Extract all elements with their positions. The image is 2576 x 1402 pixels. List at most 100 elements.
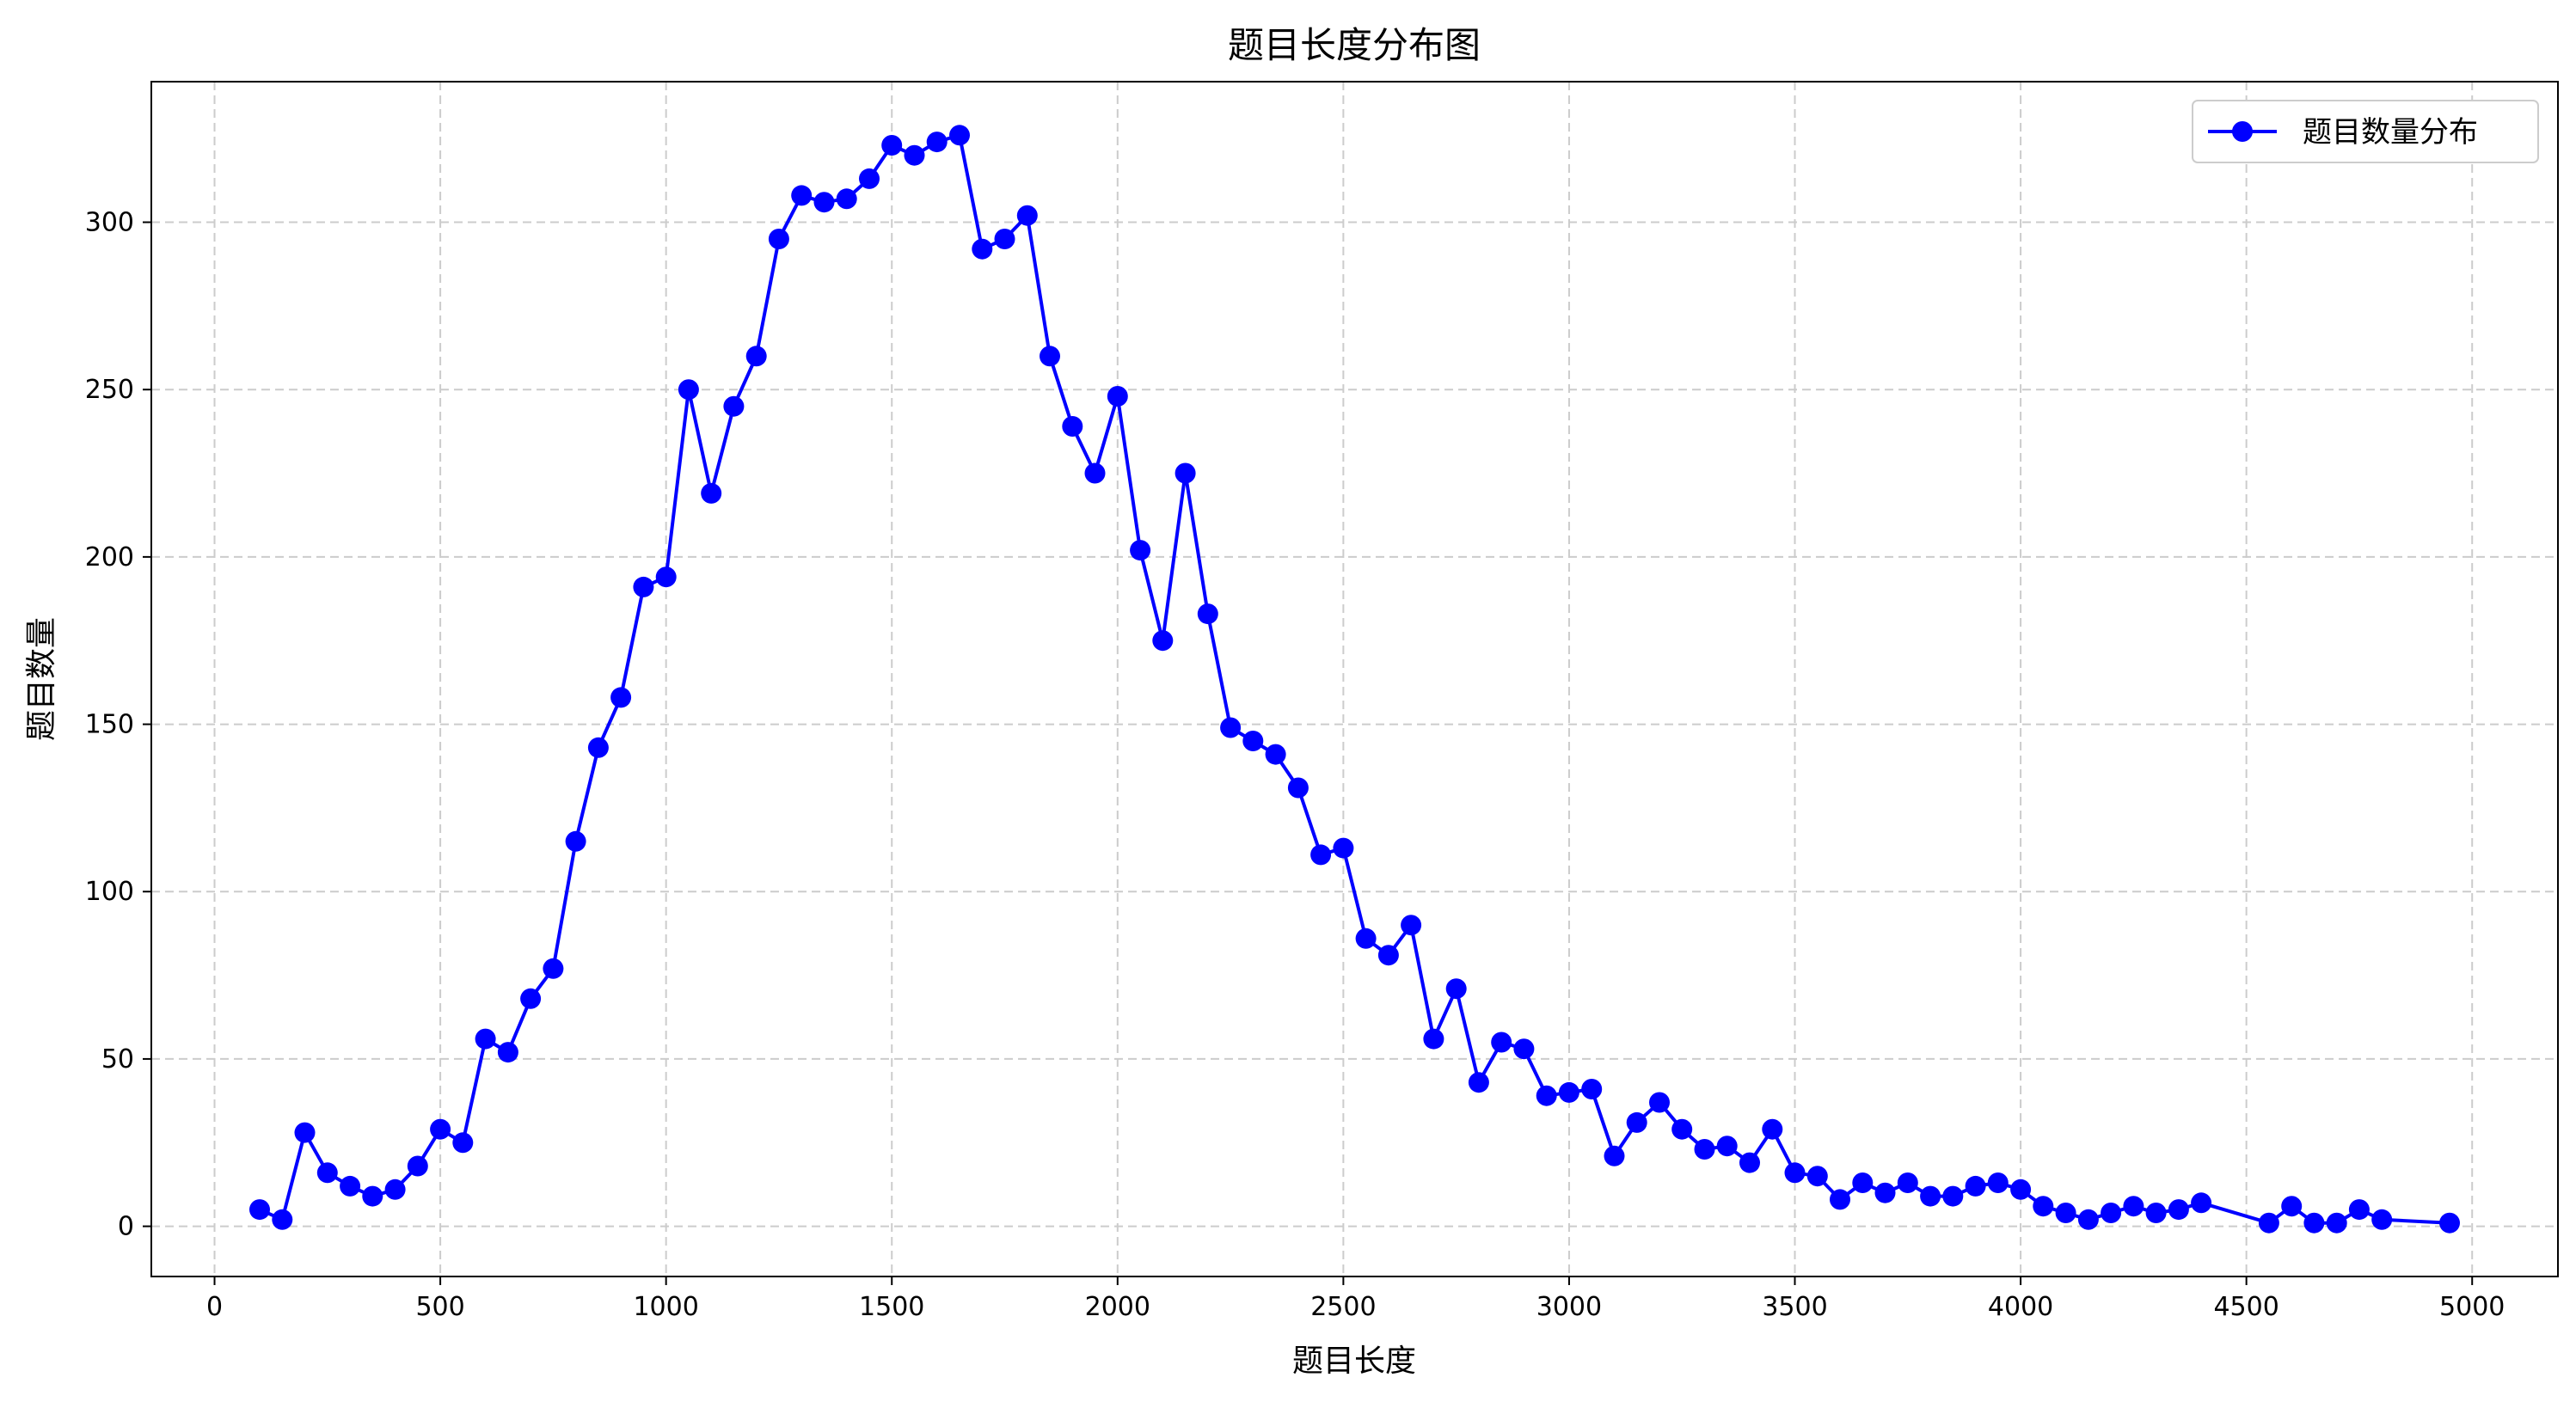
- data-point: [1604, 1145, 1625, 1166]
- data-point: [2371, 1209, 2393, 1230]
- y-tick-label: 150: [85, 710, 134, 740]
- data-point: [1287, 777, 1309, 799]
- x-tick-label: 4500: [2213, 1292, 2279, 1322]
- x-tick-label: 0: [206, 1292, 223, 1322]
- legend-box: [2192, 100, 2539, 163]
- data-point: [249, 1199, 270, 1221]
- data-point: [1784, 1162, 1806, 1184]
- y-tick-label: 50: [101, 1044, 134, 1074]
- data-point: [1830, 1189, 1850, 1210]
- data-point: [1739, 1152, 1760, 1173]
- x-axis: 0 500 1000 1500 2000 2500 3000 3500 4000 4500 5000: [206, 1276, 2505, 1322]
- data-point: [2191, 1192, 2212, 1214]
- data-point: [2258, 1212, 2279, 1234]
- data-point: [904, 144, 925, 166]
- data-point: [1040, 346, 1060, 367]
- legend-marker-swatch: [2232, 121, 2253, 142]
- x-tick-label: 500: [415, 1292, 464, 1322]
- data-point: [1468, 1072, 1489, 1093]
- data-point: [633, 576, 654, 597]
- y-tick-label: 200: [85, 542, 134, 572]
- data-point: [587, 737, 609, 758]
- data-point: [316, 1162, 338, 1184]
- data-point: [1355, 928, 1377, 949]
- data-point: [1423, 1028, 1444, 1050]
- data-point: [1987, 1172, 2009, 1193]
- legend: 题目数量分布: [2192, 100, 2539, 163]
- data-point: [1626, 1111, 1647, 1133]
- x-tick-label: 1000: [633, 1292, 698, 1322]
- data-point: [701, 482, 722, 504]
- x-axis-label: 题目长度: [1292, 1344, 1416, 1379]
- data-point: [1558, 1081, 1579, 1103]
- grid-lines: [151, 82, 2558, 1276]
- data-point: [565, 830, 586, 852]
- data-point: [1333, 837, 1354, 859]
- data-point: [1671, 1118, 1693, 1140]
- data-point: [2326, 1212, 2347, 1234]
- data-point: [1852, 1172, 1874, 1193]
- x-tick-label: 2500: [1310, 1292, 1376, 1322]
- legend-entry-label: 题目数量分布: [2303, 115, 2478, 150]
- data-point: [2101, 1203, 2122, 1223]
- data-point: [1649, 1092, 1670, 1113]
- data-point: [1806, 1166, 1828, 1187]
- data-point: [1874, 1182, 1896, 1203]
- data-point: [655, 566, 677, 588]
- data-point: [1920, 1185, 1941, 1207]
- y-axis: 0 50 100 150 200 250 300: [85, 208, 151, 1242]
- data-point: [949, 125, 970, 146]
- data-point: [2055, 1203, 2076, 1223]
- data-point: [1694, 1139, 1715, 1160]
- data-point: [1175, 462, 1196, 484]
- data-point: [859, 168, 880, 189]
- y-tick-label: 300: [85, 208, 134, 238]
- data-point: [1107, 386, 1128, 407]
- data-point: [610, 687, 632, 708]
- data-point: [881, 135, 903, 156]
- data-point: [407, 1155, 428, 1177]
- y-tick-label: 0: [118, 1212, 134, 1242]
- data-point: [1716, 1136, 1738, 1157]
- data-point: [2145, 1203, 2167, 1223]
- x-tick-label: 4000: [1988, 1292, 2053, 1322]
- data-point: [2303, 1212, 2325, 1234]
- data-point: [362, 1185, 383, 1207]
- y-axis-label: 题目数量: [24, 617, 59, 741]
- plot-frame: [150, 81, 2559, 1277]
- data-point: [1265, 744, 1286, 765]
- data-point: [791, 185, 813, 206]
- data-point: [1942, 1185, 1964, 1207]
- data-point: [1310, 844, 1332, 866]
- data-point: [1016, 205, 1038, 226]
- data-point: [745, 346, 767, 367]
- data-point: [678, 379, 699, 401]
- data-point: [384, 1179, 406, 1200]
- x-tick-label: 1500: [859, 1292, 924, 1322]
- data-point: [768, 229, 789, 249]
- data-point: [723, 395, 745, 417]
- x-tick-label: 3000: [1536, 1292, 1602, 1322]
- data-point: [813, 192, 835, 213]
- x-tick-label: 5000: [2439, 1292, 2505, 1322]
- data-series: [249, 125, 2460, 1234]
- data-point: [452, 1132, 474, 1154]
- data-point: [497, 1042, 518, 1063]
- data-point: [1513, 1038, 1535, 1060]
- x-tick-label: 3500: [1762, 1292, 1827, 1322]
- data-point: [272, 1209, 293, 1230]
- data-point: [1536, 1085, 1557, 1106]
- data-point: [2033, 1196, 2054, 1217]
- data-point: [1965, 1175, 1986, 1197]
- x-tick-label: 2000: [1085, 1292, 1150, 1322]
- data-point: [294, 1122, 316, 1143]
- data-point: [1491, 1032, 1512, 1053]
- data-point: [1197, 603, 1218, 625]
- chart-title: 题目长度分布图: [1228, 24, 1481, 66]
- data-point: [972, 238, 993, 260]
- data-point: [2077, 1209, 2099, 1230]
- data-point: [1581, 1079, 1603, 1099]
- data-point: [430, 1118, 451, 1140]
